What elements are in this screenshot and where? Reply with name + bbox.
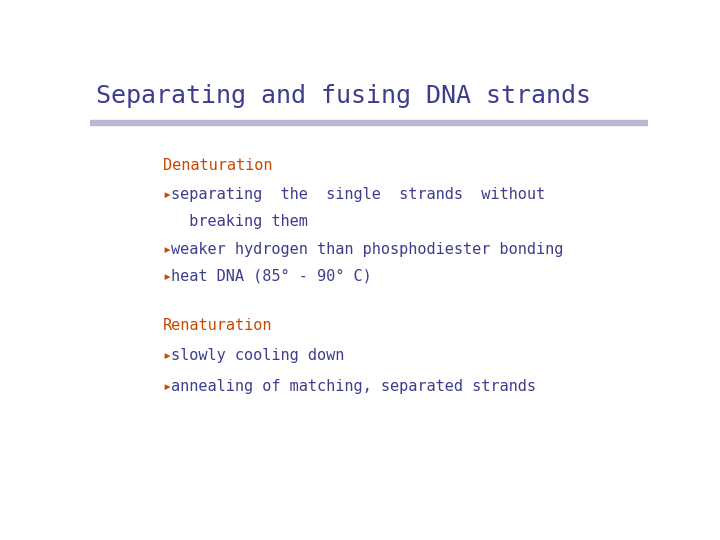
- Text: breaking them: breaking them: [171, 214, 307, 230]
- Text: slowly cooling down: slowly cooling down: [171, 348, 344, 362]
- Text: heat DNA (85° - 90° C): heat DNA (85° - 90° C): [171, 268, 372, 284]
- Text: Separating and fusing DNA strands: Separating and fusing DNA strands: [96, 84, 590, 108]
- Text: separating  the  single  strands  without: separating the single strands without: [171, 187, 545, 202]
- Text: ▸: ▸: [163, 268, 171, 284]
- Text: annealing of matching, separated strands: annealing of matching, separated strands: [171, 379, 536, 394]
- Text: ▸: ▸: [163, 379, 171, 394]
- Bar: [90, 120, 648, 125]
- Text: Renaturation: Renaturation: [163, 319, 272, 333]
- Text: ▸: ▸: [163, 241, 171, 256]
- Text: ▸: ▸: [163, 348, 171, 362]
- Text: ▸: ▸: [163, 187, 171, 202]
- Text: Denaturation: Denaturation: [163, 158, 272, 173]
- Text: weaker hydrogen than phosphodiester bonding: weaker hydrogen than phosphodiester bond…: [171, 241, 563, 256]
